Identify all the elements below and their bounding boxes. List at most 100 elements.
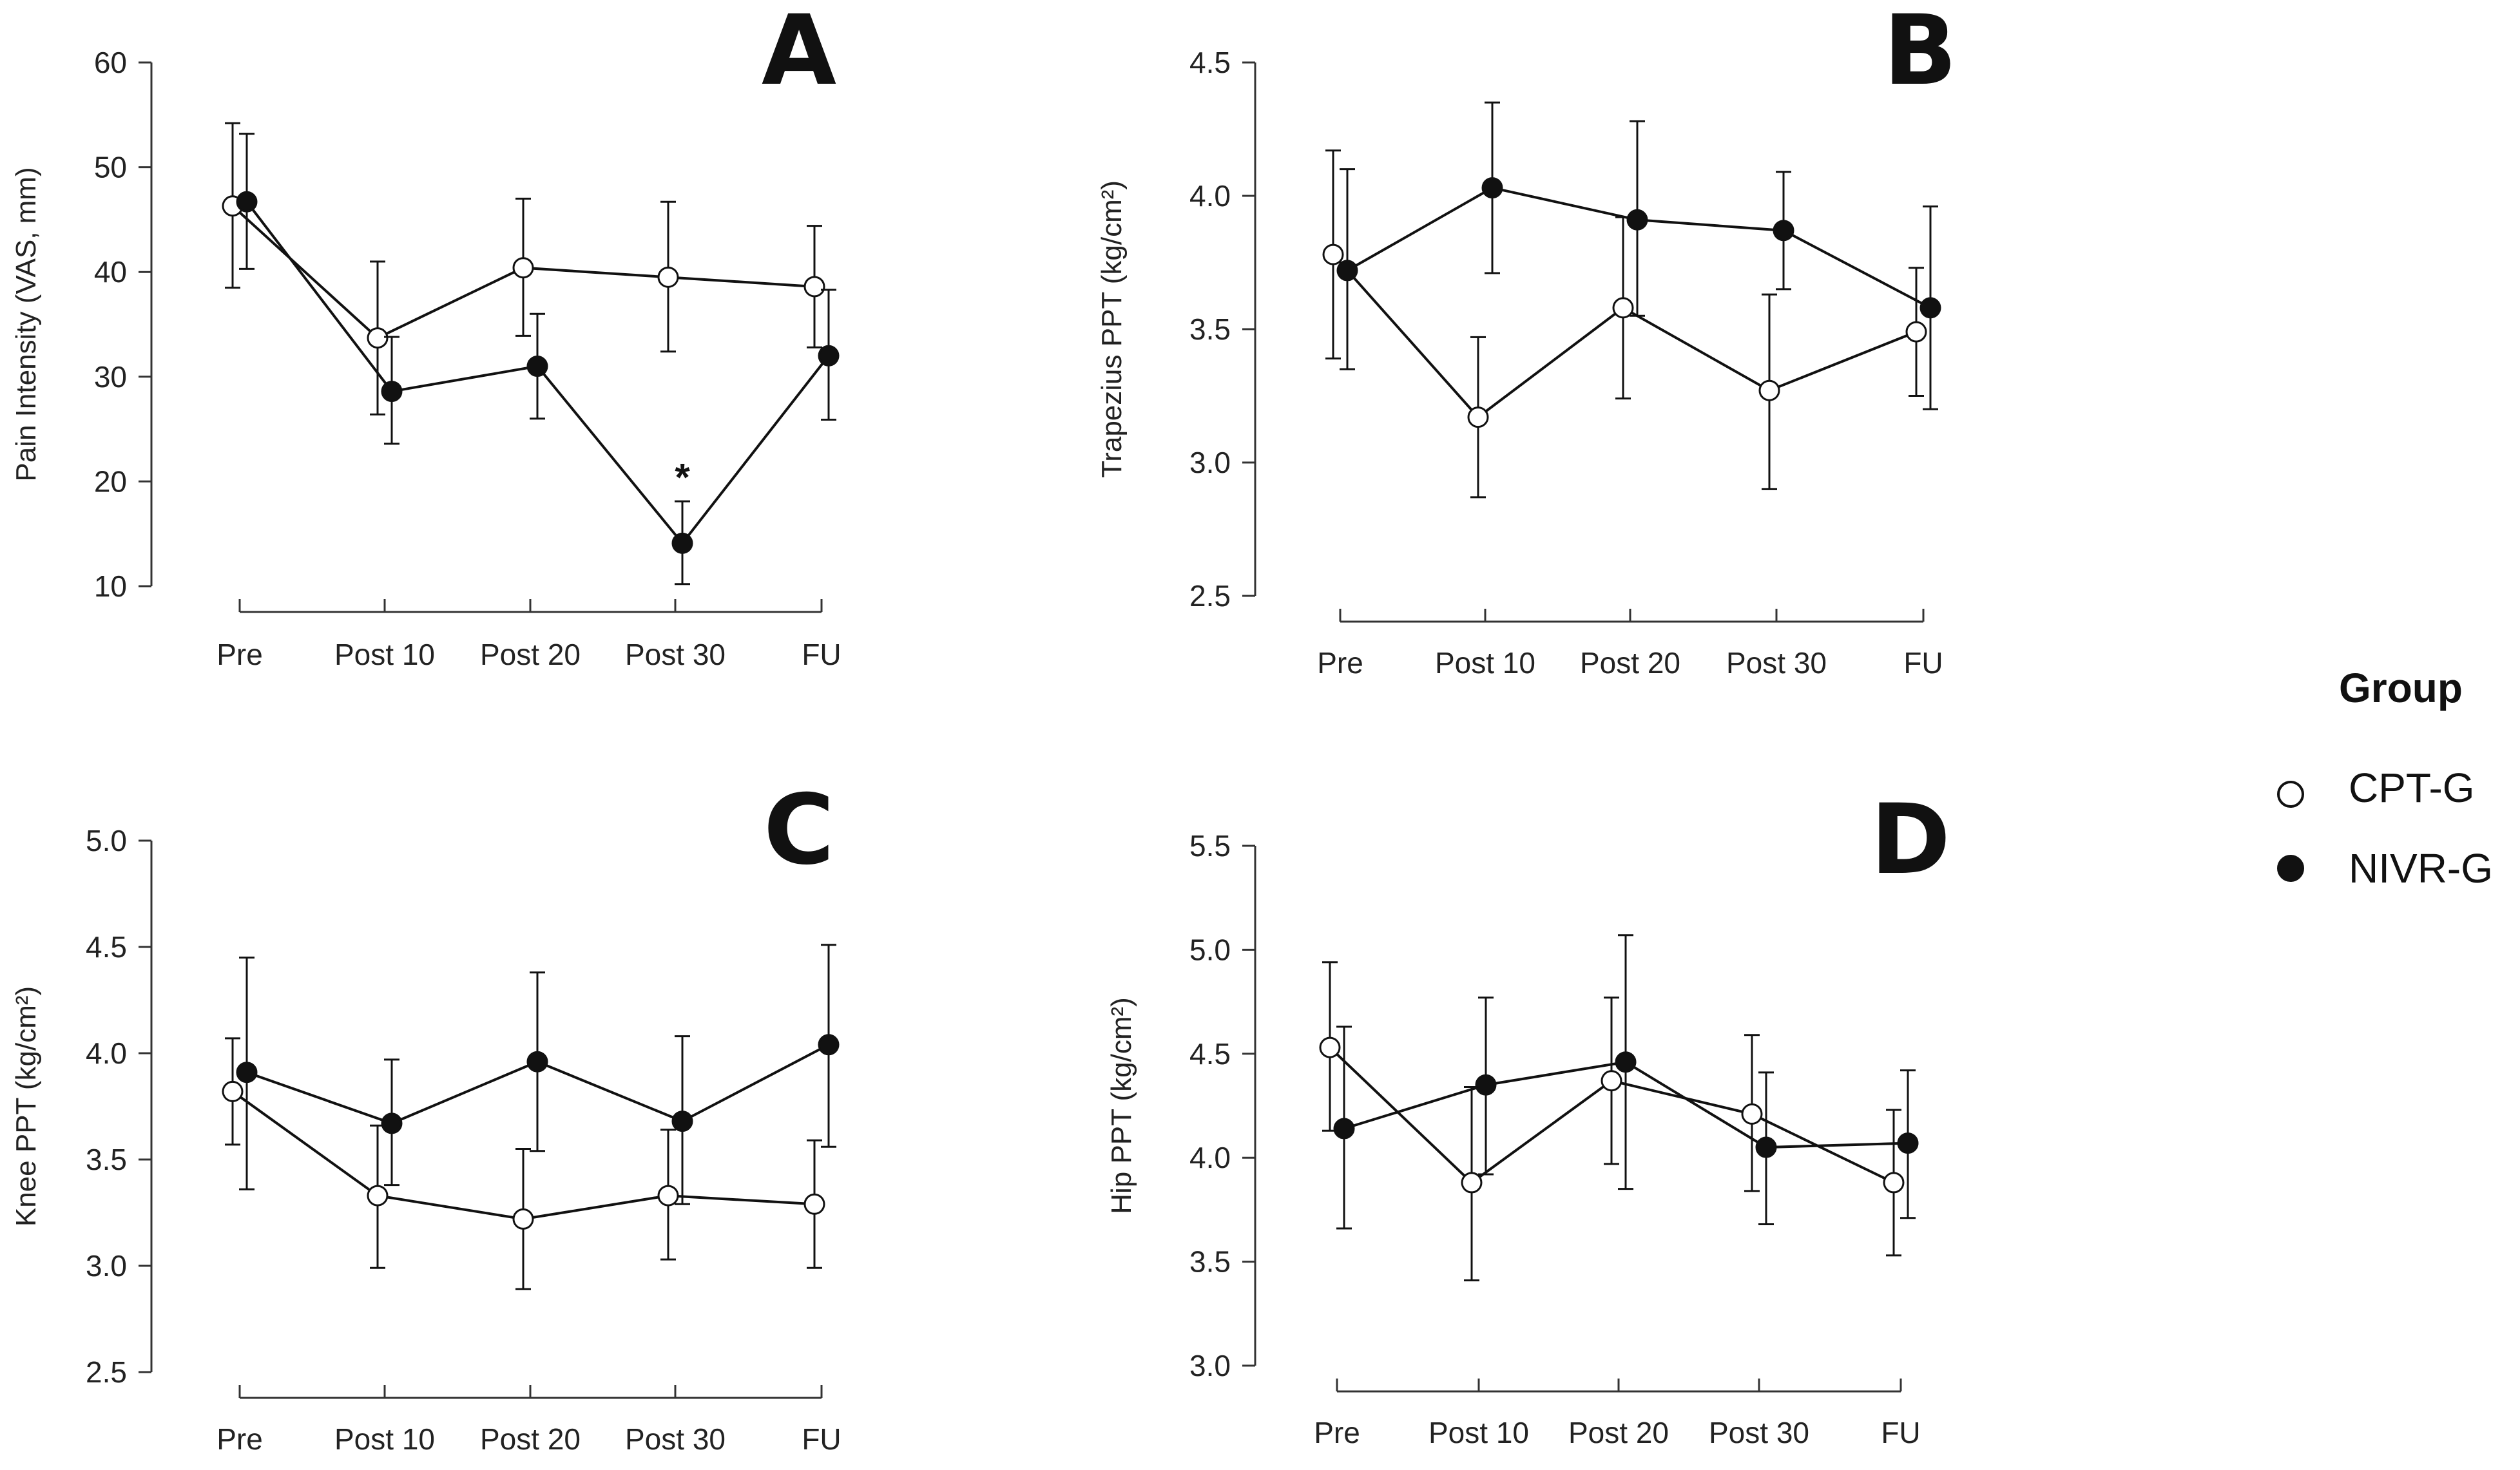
panel-c-x-tick-label: Post 10 — [334, 1422, 435, 1456]
panel-b-x-tick-label: Post 30 — [1726, 646, 1827, 680]
panel-b-x-tick-label: Pre — [1317, 646, 1363, 680]
panel-b-x-tick-label: Post 10 — [1435, 646, 1535, 680]
panel-c-y-tick-label: 2.5 — [86, 1355, 127, 1389]
panel-b-point-nivr-g — [1481, 177, 1503, 199]
panel-b-letter: B — [1883, 0, 1957, 107]
panel-c-point-cpt-g — [222, 1080, 244, 1102]
panel-c-point-cpt-g — [512, 1208, 534, 1230]
panel-b-point-nivr-g — [1773, 220, 1794, 242]
panel-c-point-nivr-g — [236, 1062, 258, 1083]
panel-c-y-axis-title: Knee PPT (kg/cm²) — [10, 986, 42, 1227]
panel-c-letter: C — [764, 774, 834, 886]
panel-c-point-nivr-g — [526, 1051, 548, 1073]
panel-b-y-tick-label: 3.0 — [1189, 446, 1231, 479]
panel-a-x-tick-label: Post 10 — [334, 638, 435, 671]
panel-a-point-nivr-g — [381, 381, 403, 403]
panel-b-point-cpt-g — [1758, 379, 1780, 401]
panel-d-x-tick-label: Post 20 — [1568, 1416, 1669, 1449]
panel-d-y-tick-label: 4.5 — [1189, 1037, 1231, 1071]
panel-b-x-tick-label: FU — [1903, 646, 1943, 680]
legend-label-nivr-g: NIVR-G — [2349, 845, 2493, 892]
panel-a-x-tick-label: Post 30 — [625, 638, 726, 671]
panel-a-significance-mark: * — [675, 455, 690, 499]
legend-filled-circle-icon — [2277, 855, 2304, 882]
legend-open-circle-icon — [2277, 781, 2304, 808]
panel-d-point-cpt-g — [1319, 1036, 1341, 1058]
legend: Group CPT-G NIVR-G — [2277, 665, 2493, 892]
panel-c-point-cpt-g — [367, 1185, 389, 1207]
panel-a-y-tick-label: 30 — [94, 360, 127, 394]
panel-c-x-tick-label: Post 30 — [625, 1422, 726, 1456]
legend-title: Group — [2339, 665, 2463, 711]
panel-a-x-tick-label: Pre — [216, 638, 263, 671]
panel-c-y-tick-label: 3.0 — [86, 1249, 127, 1283]
panel-d-point-cpt-g — [1461, 1172, 1483, 1194]
panel-a-y-tick-label: 50 — [94, 151, 127, 184]
panel-c-point-nivr-g — [381, 1112, 403, 1134]
panel-d-x-tick-label: Pre — [1314, 1416, 1360, 1449]
panel-c-y-tick-label: 3.5 — [86, 1143, 127, 1176]
panel-b-y-tick-label: 4.0 — [1189, 179, 1231, 213]
panel-d-y-tick-label: 4.0 — [1189, 1141, 1231, 1174]
panel-c-y-tick-label: 4.5 — [86, 930, 127, 964]
panel-b-point-nivr-g — [1336, 260, 1358, 282]
panel-d-point-nivr-g — [1615, 1051, 1637, 1073]
panel-a-point-nivr-g — [671, 532, 693, 554]
panel-b-point-cpt-g — [1467, 406, 1489, 428]
panel-d-point-cpt-g — [1741, 1103, 1763, 1125]
panel-d-x-tick-label: Post 10 — [1428, 1416, 1529, 1449]
panel-b-y-tick-label: 3.5 — [1189, 312, 1231, 346]
panel-d-x-tick-label: FU — [1881, 1416, 1920, 1449]
panel-c-y-tick-label: 5.0 — [86, 824, 127, 857]
panel-d-letter: D — [1871, 784, 1951, 896]
panel-d-y-tick-label: 5.5 — [1189, 829, 1231, 863]
panel-d-y-tick-label: 5.0 — [1189, 933, 1231, 966]
panel-a-y-tick-label: 20 — [94, 464, 127, 498]
panel-d-y-tick-label: 3.5 — [1189, 1245, 1231, 1279]
panel-a-letter: A — [762, 0, 836, 107]
panel-b-point-nivr-g — [1919, 297, 1941, 319]
panel-a-point-nivr-g — [236, 191, 258, 213]
panel-a-point-cpt-g — [367, 327, 389, 349]
panel-a-point-cpt-g — [803, 276, 825, 298]
panel-a-x-tick-label: Post 20 — [480, 638, 581, 671]
panel-b-x-tick-label: Post 20 — [1580, 646, 1680, 680]
panel-a: 10 20 30 40 50 60 Pain Intensity (VAS, mm) Pre P… — [10, 0, 842, 671]
panel-a-y-axis-title: Pain Intensity (VAS, mm) — [10, 167, 42, 481]
panel-c-point-cpt-g — [657, 1185, 679, 1207]
panel-a-x-tick-label: FU — [802, 638, 841, 671]
panel-b-point-nivr-g — [1626, 209, 1648, 231]
legend-label-cpt-g: CPT-G — [2349, 765, 2475, 811]
panel-d-x-tick-label: Post 30 — [1709, 1416, 1809, 1449]
panel-b-point-cpt-g — [1322, 243, 1344, 265]
panel-c-point-cpt-g — [803, 1193, 825, 1215]
panel-d-point-nivr-g — [1897, 1132, 1919, 1154]
panel-b: 2.5 3.0 3.5 4.0 4.5 Trapezius PPT (kg/cm²) Pre… — [1096, 0, 1957, 680]
panel-a-y-tick-label: 60 — [94, 46, 127, 79]
panel-b-point-cpt-g — [1905, 321, 1927, 343]
panel-c-x-tick-label: Pre — [216, 1422, 263, 1456]
panel-c-point-nivr-g — [818, 1034, 840, 1056]
panel-d-point-cpt-g — [1883, 1172, 1905, 1194]
panel-b-y-tick-label: 4.5 — [1189, 46, 1231, 79]
panel-c-y-tick-label: 4.0 — [86, 1036, 127, 1070]
panel-a-y-tick-label: 10 — [94, 569, 127, 603]
panel-b-y-tick-label: 2.5 — [1189, 579, 1231, 613]
panel-a-point-nivr-g — [526, 356, 548, 377]
panel-a-point-cpt-g — [512, 257, 534, 279]
panel-d-y-tick-label: 3.0 — [1189, 1349, 1231, 1382]
panel-b-point-cpt-g — [1612, 297, 1634, 319]
panel-d-point-cpt-g — [1601, 1070, 1622, 1092]
panel-a-y-tick-label: 40 — [94, 255, 127, 289]
panel-b-y-axis-title: Trapezius PPT (kg/cm²) — [1096, 180, 1128, 478]
panel-d-y-axis-title: Hip PPT (kg/cm²) — [1106, 997, 1137, 1214]
panel-a-point-nivr-g — [818, 345, 840, 367]
panel-d-point-nivr-g — [1755, 1136, 1777, 1158]
panel-d-point-nivr-g — [1475, 1074, 1497, 1096]
panel-d: 3.0 3.5 4.0 4.5 5.0 5.5 Hip PPT (kg/cm²) Pre Pos… — [1106, 784, 1950, 1449]
panel-c: 2.5 3.0 3.5 4.0 4.5 5.0 Knee PPT (kg/cm²) Pre Po… — [10, 774, 842, 1456]
panel-a-point-cpt-g — [657, 266, 679, 288]
panel-c-x-tick-label: FU — [802, 1422, 841, 1456]
